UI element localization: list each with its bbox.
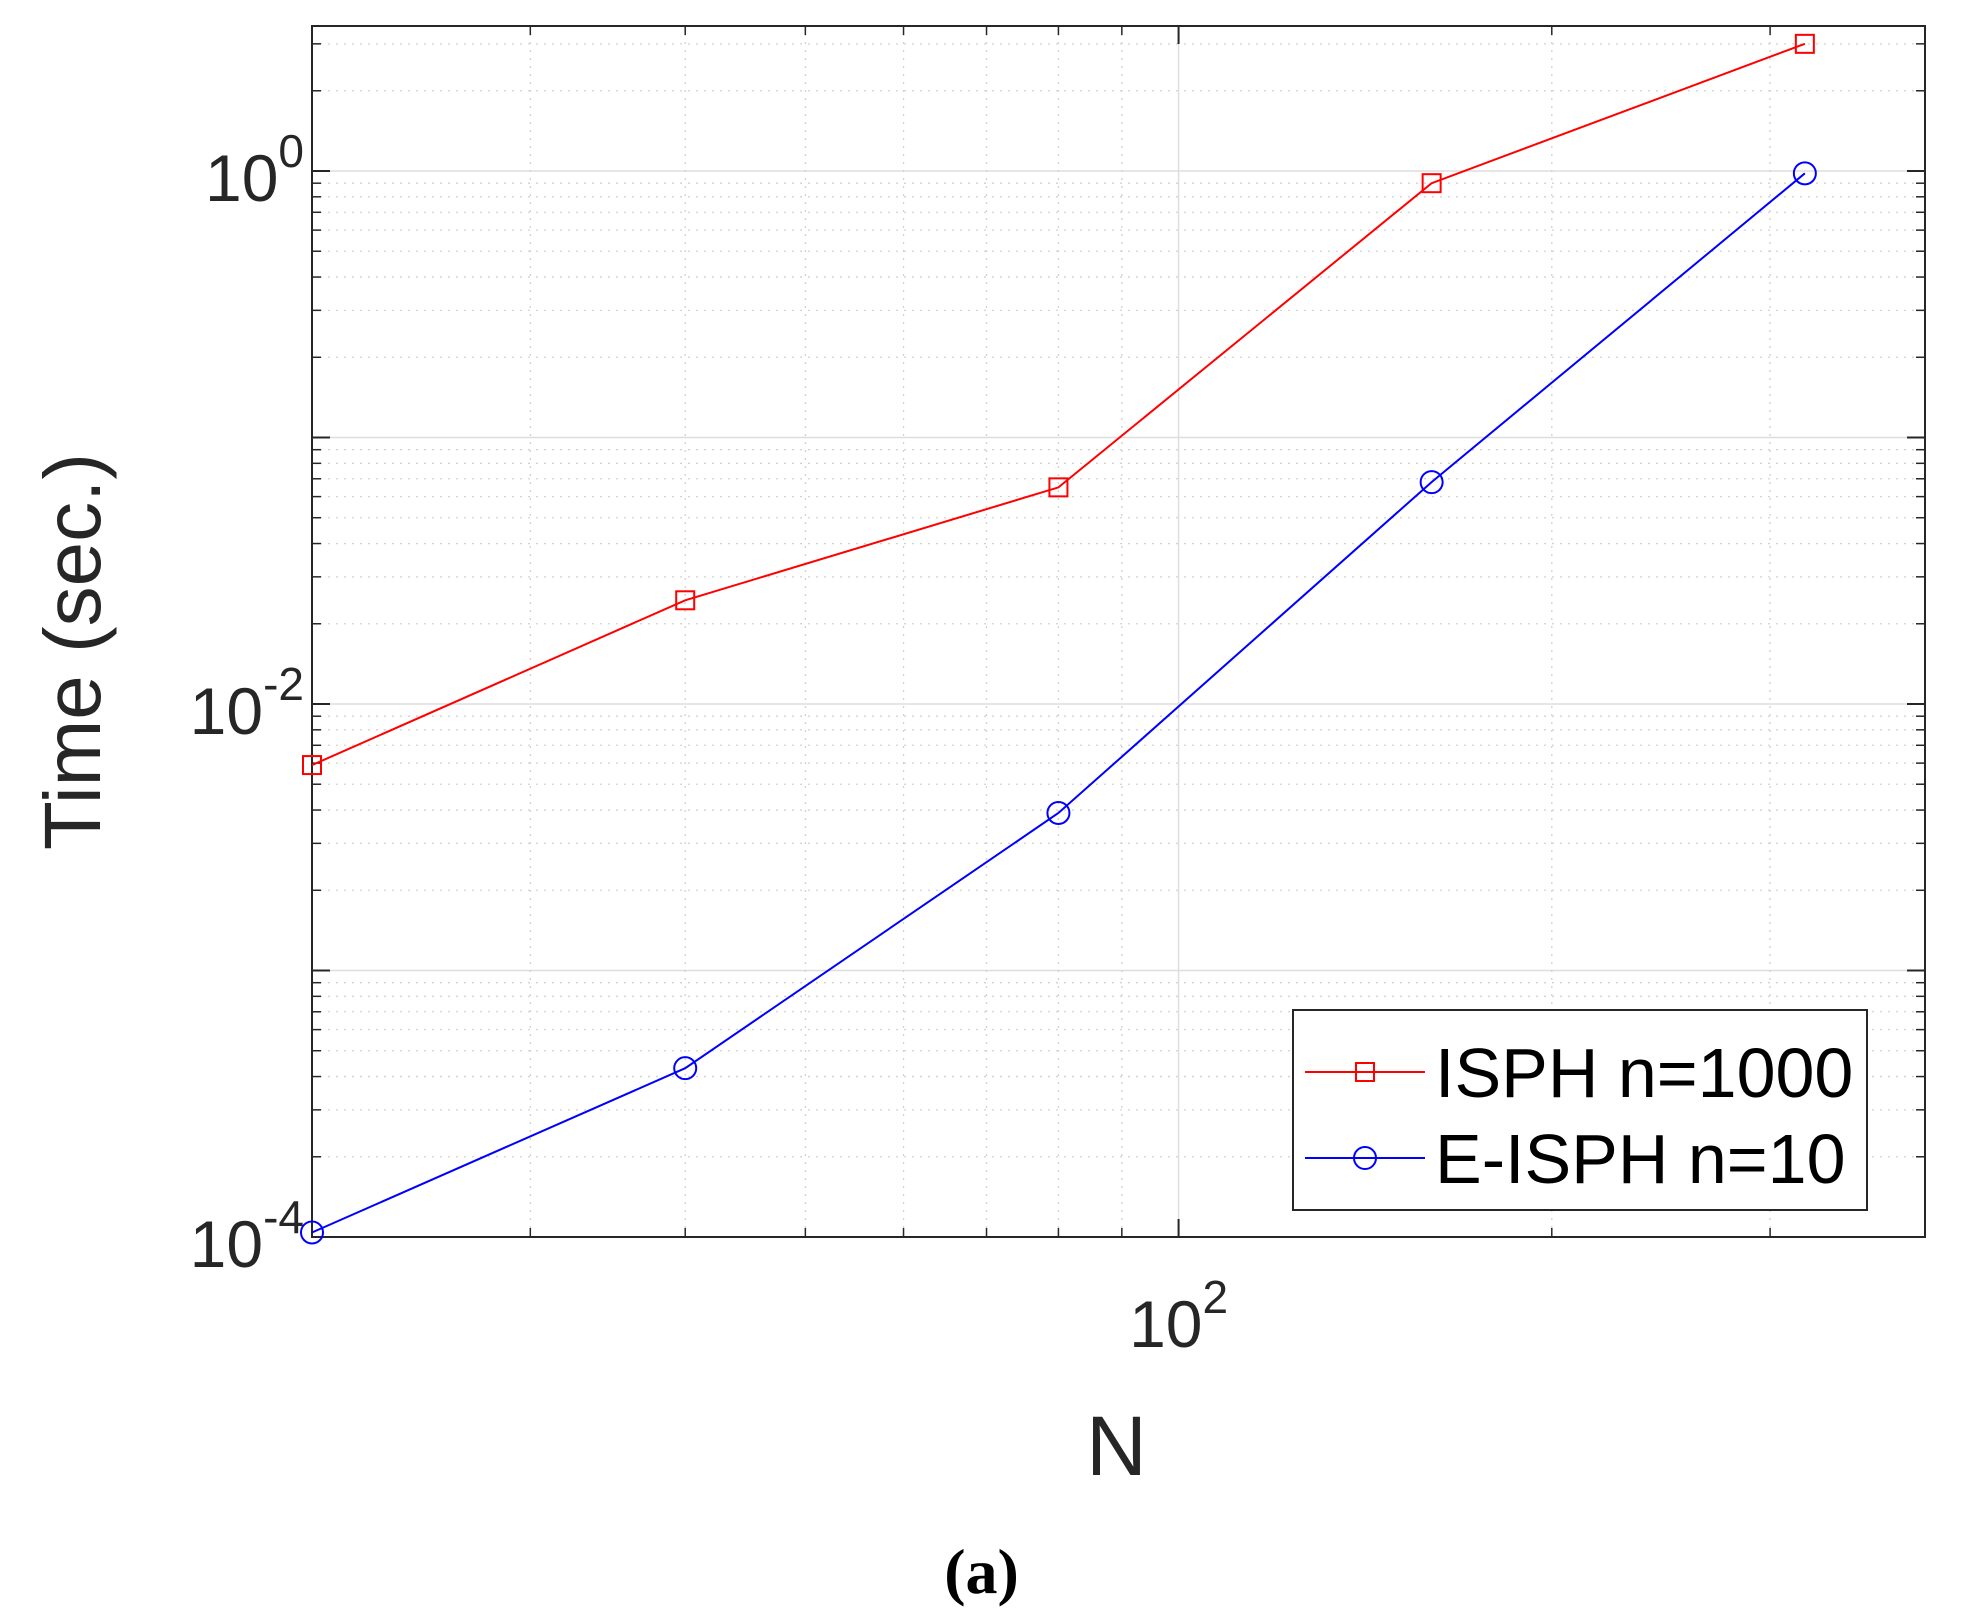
tick-labels: 10-4 10-2 100 102 (190, 125, 1228, 1361)
tick-marks (311, 26, 1926, 1238)
series-line (311, 42, 1806, 767)
legend-entry: ISPH n=1000 (1305, 1034, 1853, 1112)
legend-label: ISPH n=1000 (1435, 1034, 1853, 1112)
series-2 (300, 161, 1817, 1245)
chart: 10-4 10-2 100 102 N Time (sec.) ISPH n=1000… (28, 25, 1926, 1493)
y-tick-label: 10-2 (190, 658, 304, 748)
x-axis-label: N (1086, 1399, 1147, 1493)
plot-frame (311, 25, 1926, 1238)
series-1 (302, 33, 1815, 776)
series-line (311, 172, 1806, 1234)
y-tick-label: 100 (205, 125, 304, 215)
data-point (1419, 470, 1444, 495)
data-point (1792, 161, 1817, 186)
legend-entry: E-ISPH n=10 (1305, 1120, 1846, 1198)
data-point (302, 755, 322, 776)
legend-marker (1355, 1062, 1375, 1082)
y-axis-label: Time (sec.) (28, 453, 117, 850)
data-point (1421, 173, 1442, 194)
series-layer (300, 33, 1817, 1245)
figure-caption: (a) (944, 1536, 1019, 1607)
legend-box (1292, 1009, 1868, 1211)
y-tick-label: 10-4 (190, 1191, 304, 1281)
legend-marker (1353, 1146, 1377, 1170)
data-point (1046, 800, 1071, 825)
x-tick-label: 102 (1129, 1271, 1228, 1361)
data-point (1794, 33, 1815, 54)
legend-label: E-ISPH n=10 (1435, 1120, 1846, 1198)
data-point (1048, 477, 1069, 498)
data-point (300, 1220, 324, 1245)
legend: ISPH n=1000 E-ISPH n=10 (1292, 1009, 1868, 1211)
data-point (673, 1056, 698, 1081)
data-point (675, 590, 696, 611)
